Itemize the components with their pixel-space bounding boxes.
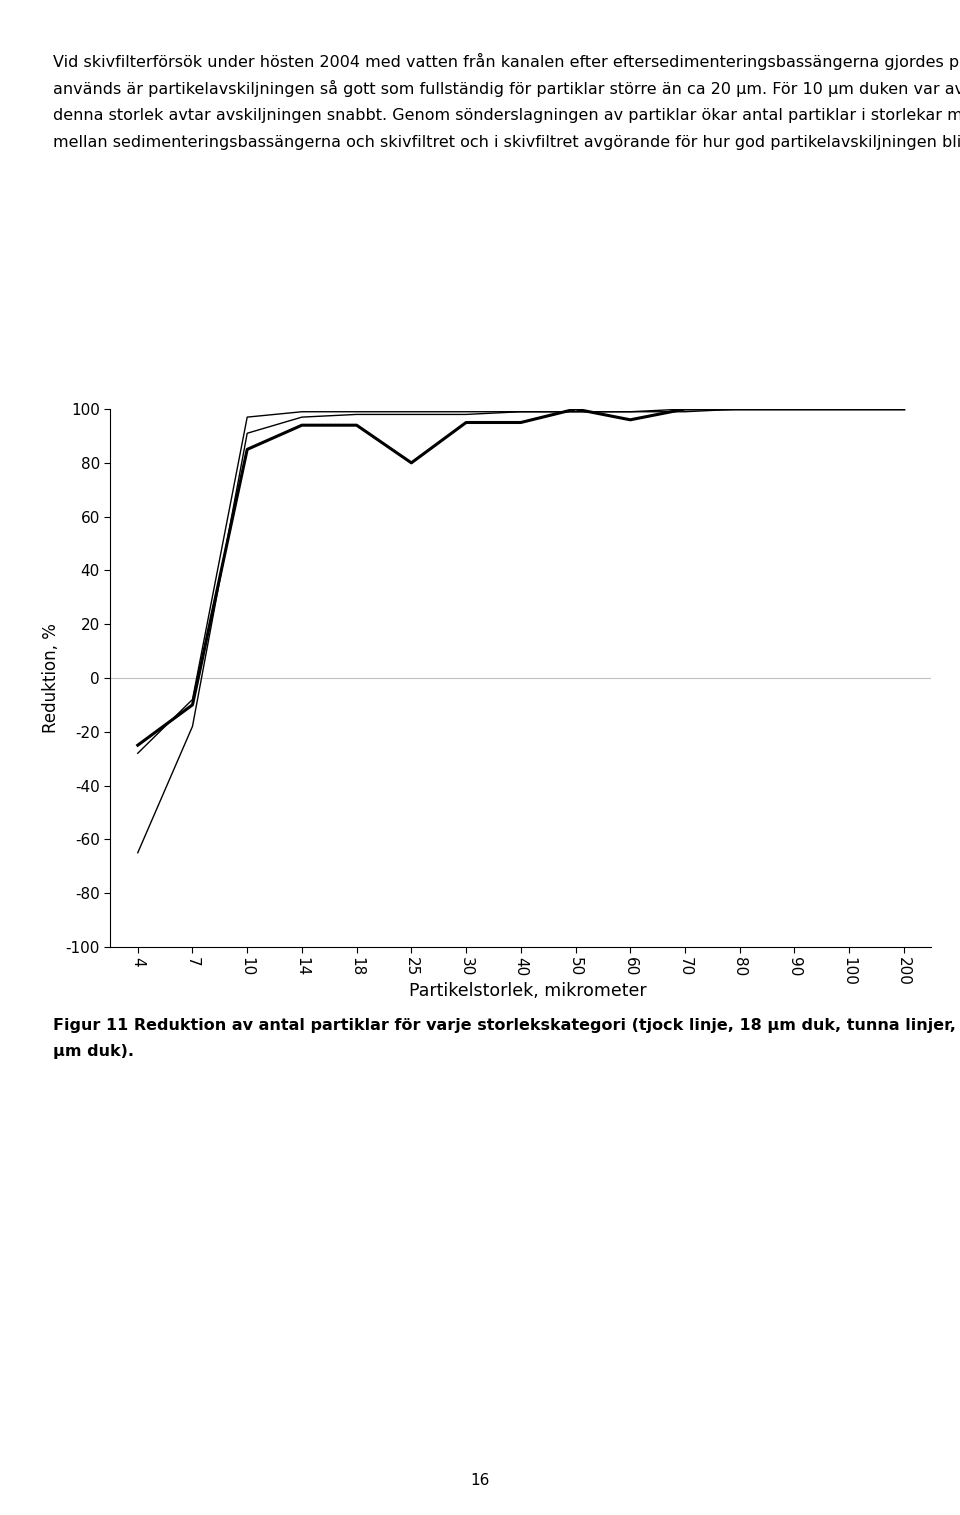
Text: denna storlek avtar avskiljningen snabbt. Genom sönderslagningen av partiklar ök: denna storlek avtar avskiljningen snabbt… — [53, 108, 960, 123]
Y-axis label: Reduktion, %: Reduktion, % — [42, 623, 60, 733]
Text: Vid skivfilterförsök under hösten 2004 med vatten från kanalen efter eftersedime: Vid skivfilterförsök under hösten 2004 m… — [53, 53, 960, 70]
Text: Figur 11 Reduktion av antal partiklar för varje storlekskategori (tjock linje, 1: Figur 11 Reduktion av antal partiklar fö… — [53, 1018, 960, 1033]
Text: Partikelstorlek, mikrometer: Partikelstorlek, mikrometer — [409, 982, 647, 1000]
Text: mellan sedimenteringsbassängerna och skivfiltret och i skivfiltret avgörande för: mellan sedimenteringsbassängerna och ski… — [53, 135, 960, 150]
Text: 16: 16 — [470, 1473, 490, 1488]
Text: μm duk).: μm duk). — [53, 1044, 133, 1059]
Text: används är partikelavskiljningen så gott som fullständig för partiklar större än: används är partikelavskiljningen så gott… — [53, 80, 960, 97]
